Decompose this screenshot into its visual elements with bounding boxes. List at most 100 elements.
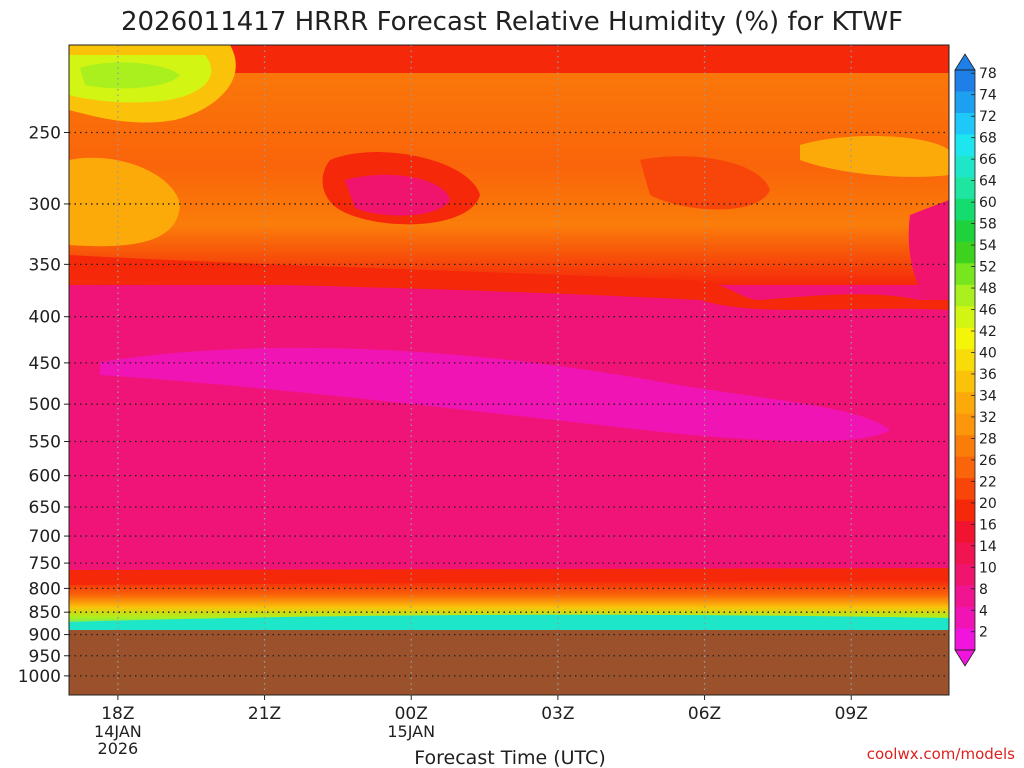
- y-axis: 250 300 350 400 450 500 550 600 650 700 750 800 850 9…: [18, 123, 69, 687]
- x-date-label: 15JAN: [387, 722, 435, 741]
- colorbar-swatch: [955, 456, 975, 479]
- colorbar-swatch: [955, 628, 975, 651]
- y-tick-label: 550: [29, 433, 61, 453]
- colorbar-label: 60: [979, 195, 997, 211]
- colorbar-swatch: [955, 392, 975, 415]
- colorbar-swatch: [955, 263, 975, 286]
- colorbar-label: 58: [979, 217, 997, 233]
- plot-frame: [68, 44, 950, 696]
- field-dry-blob-b: [345, 174, 450, 216]
- x-tick-label: 09Z: [835, 704, 868, 724]
- colorbar-swatch: [955, 478, 975, 501]
- colorbar-label: 8: [979, 582, 988, 598]
- colorbar-label: 28: [979, 431, 997, 447]
- colorbar-label: 2: [979, 625, 988, 641]
- colorbar-swatch: [955, 607, 975, 630]
- colorbar-swatch: [955, 177, 975, 200]
- y-tick-label: 250: [29, 123, 61, 143]
- x-tick-label: 03Z: [541, 704, 574, 724]
- colorbar-label: 52: [979, 260, 997, 276]
- field-dry-shelf: [69, 255, 949, 310]
- colorbar-swatch: [955, 220, 975, 243]
- field-moist-center: [80, 62, 180, 89]
- colorbar-swatch: [955, 112, 975, 135]
- x-tick-label: 18Z: [101, 704, 134, 724]
- rh-field: [69, 45, 949, 695]
- y-tick-label: 700: [29, 527, 61, 547]
- underground-mask: [69, 630, 949, 695]
- colorbar-swatch: [955, 499, 975, 522]
- y-tick-label: 1000: [18, 667, 61, 687]
- y-tick-label: 800: [29, 579, 61, 599]
- colorbar-swatch: [955, 327, 975, 350]
- y-tick-label: 600: [29, 467, 61, 487]
- field-moist-right: [800, 135, 949, 177]
- colorbar-label: 14: [979, 539, 997, 555]
- colorbar-swatch: [955, 435, 975, 458]
- y-tick-label: 950: [29, 647, 61, 667]
- field-dry-edge-right: [908, 200, 949, 310]
- chart-grid: [69, 45, 949, 695]
- colorbar-label: 34: [979, 388, 997, 404]
- x-tick-label: 21Z: [248, 704, 281, 724]
- y-tick-label: 750: [29, 554, 61, 574]
- colorbar-top-arrow: [954, 53, 976, 71]
- colorbar-swatch: [955, 241, 975, 264]
- x-date-label: 14JAN: [94, 722, 142, 741]
- colorbar-label: 64: [979, 174, 997, 190]
- colorbar-swatch: [955, 521, 975, 544]
- colorbar-label: 74: [979, 88, 997, 104]
- x-tick-label: 06Z: [688, 704, 721, 724]
- y-tick-label: 400: [29, 308, 61, 328]
- colorbar-swatch: [955, 585, 975, 608]
- colorbar-bottom-arrow: [954, 649, 976, 667]
- colorbar-swatch: [955, 70, 975, 92]
- colorbar-label: 68: [979, 131, 997, 147]
- field-surface-moist: [69, 614, 949, 630]
- colorbar-label: 66: [979, 152, 997, 168]
- field-moist-mid-left: [69, 157, 180, 247]
- y-tick-label: 900: [29, 626, 61, 646]
- colorbar-label: 46: [979, 303, 997, 319]
- colorbar-label: 36: [979, 367, 997, 383]
- x-tick-label: 00Z: [395, 704, 428, 724]
- y-tick-label: 450: [29, 354, 61, 374]
- colorbar-label: 42: [979, 324, 997, 340]
- colorbar-swatch: [955, 564, 975, 587]
- colorbar-label: 72: [979, 109, 997, 125]
- colorbar-label: 32: [979, 410, 997, 426]
- y-tick-label: 300: [29, 195, 61, 215]
- colorbar-swatch: [955, 134, 975, 157]
- colorbar-swatch: [955, 198, 975, 221]
- field-driest-core: [100, 347, 890, 442]
- credit-text: coolwx.com/models: [867, 745, 1015, 763]
- y-tick-label: 350: [29, 255, 61, 275]
- colorbar-label: 22: [979, 474, 997, 490]
- x-date-label: 2026: [98, 739, 139, 758]
- colorbar-swatch: [955, 542, 975, 565]
- colorbar-label: 78: [979, 66, 997, 82]
- y-tick-label: 850: [29, 603, 61, 623]
- colorbar-label: 10: [979, 560, 997, 576]
- colorbar-swatch: [955, 370, 975, 393]
- colorbar-label: 16: [979, 517, 997, 533]
- chart-title: 2026011417 HRRR Forecast Relative Humidi…: [121, 7, 903, 37]
- colorbar-swatch: [955, 349, 975, 372]
- colorbar-label: 20: [979, 496, 997, 512]
- colorbar-swatch: [955, 306, 975, 329]
- y-tick-label: 500: [29, 395, 61, 415]
- colorbar: 7874726866646058545248464240363432282622…: [954, 53, 997, 667]
- colorbar-swatch: [955, 91, 975, 114]
- colorbar-label: 26: [979, 453, 997, 469]
- colorbar-frame: [954, 69, 976, 651]
- y-tick-label: 650: [29, 498, 61, 518]
- x-axis-label: Forecast Time (UTC): [414, 747, 605, 768]
- colorbar-label: 48: [979, 281, 997, 297]
- colorbar-swatch: [955, 284, 975, 307]
- colorbar-swatch: [955, 155, 975, 178]
- colorbar-swatch: [955, 413, 975, 436]
- colorbar-label: 54: [979, 238, 997, 254]
- colorbar-label: 4: [979, 603, 988, 619]
